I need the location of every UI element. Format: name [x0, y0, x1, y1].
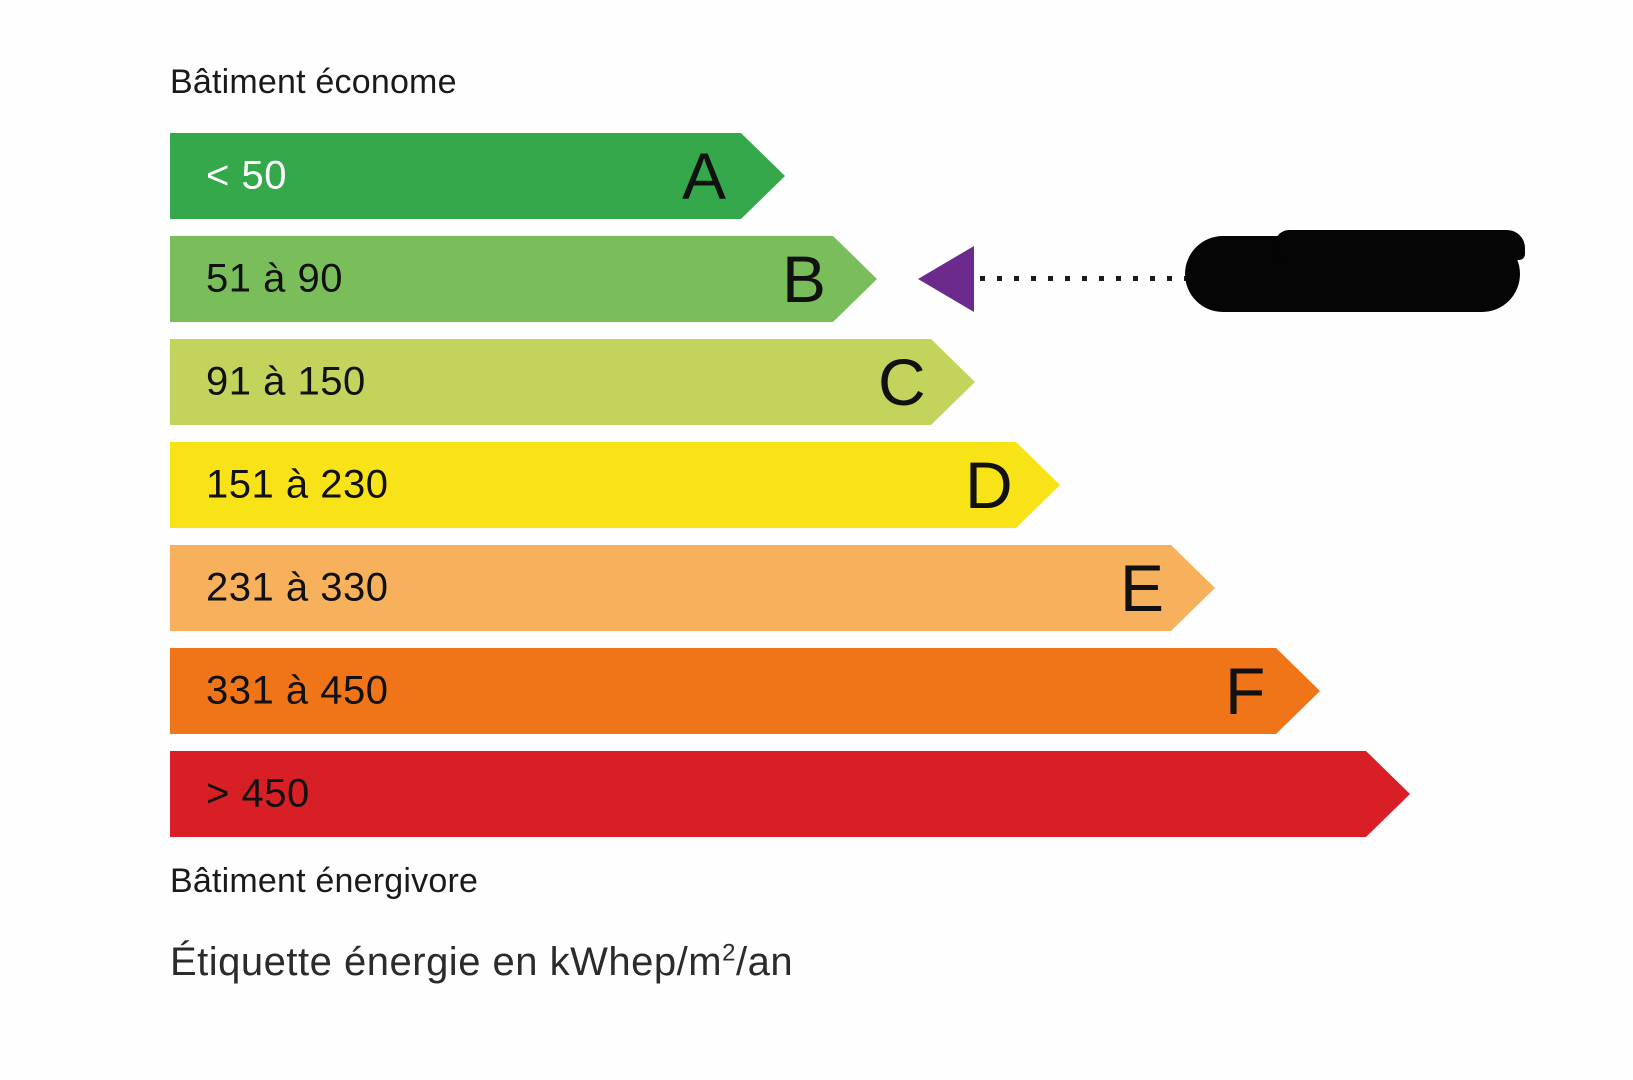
energy-bar-shape-f: [170, 648, 1320, 734]
energy-bar-c: 91 à 150 C: [170, 339, 975, 425]
energy-bar-shape-d: [170, 442, 1060, 528]
energy-bar-shape-a: [170, 133, 785, 219]
energy-bar-f: 331 à 450 F: [170, 648, 1320, 734]
energy-bar-shape-b: [170, 236, 877, 322]
energy-bar-shape-c: [170, 339, 975, 425]
energy-bar-d: 151 à 230 D: [170, 442, 1060, 528]
top-caption: Bâtiment économe: [170, 63, 457, 101]
energy-bar-shape-e: [170, 545, 1215, 631]
unit-caption-exponent: 2: [722, 939, 736, 967]
energy-bar-b: 51 à 90 B: [170, 236, 877, 322]
unit-caption-tail: /an: [735, 940, 794, 984]
energy-bar-e: 231 à 330 E: [170, 545, 1215, 631]
unit-caption-main: Étiquette énergie en kWhep/m: [170, 940, 723, 984]
unit-caption: Étiquette énergie en kWhep/m2/an: [170, 940, 793, 985]
energy-bar-shape-g: [170, 751, 1410, 837]
energy-bar-g: > 450: [170, 751, 1410, 837]
bottom-caption: Bâtiment énergivore: [170, 862, 479, 900]
energy-bar-a: < 50 A: [170, 133, 785, 219]
